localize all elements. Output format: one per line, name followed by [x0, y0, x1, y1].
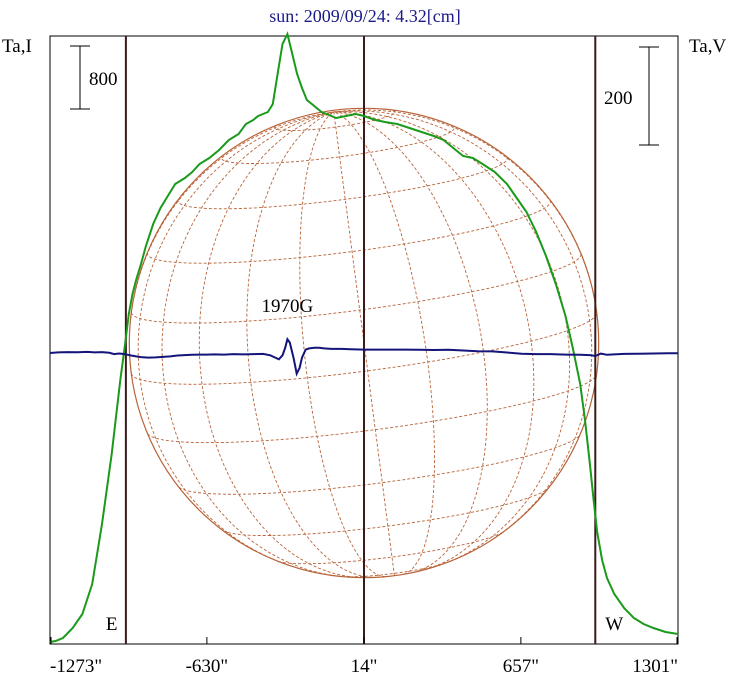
- left-axis-label: Ta,I: [2, 36, 32, 57]
- limb-label-east: E: [106, 614, 118, 635]
- series-line-polarization: [49, 336, 678, 377]
- x-tick-label: -1273": [50, 656, 102, 677]
- left-scale-bar: [70, 45, 90, 110]
- right-scale-bar-value: 200: [604, 88, 633, 109]
- source-annotation: 1970G: [262, 296, 314, 317]
- x-tick-label: 657": [503, 656, 539, 677]
- series-line-intensity: [49, 31, 679, 643]
- limb-label-west: W: [605, 614, 623, 635]
- x-axis-ticks: -1273" -630" 14" 657" 1301": [50, 637, 678, 677]
- right-scale-bar: [639, 46, 659, 146]
- right-axis-label: Ta,V: [689, 36, 726, 57]
- left-scale-bar-value: 800: [89, 69, 118, 90]
- x-tick-label: 1301": [632, 656, 678, 677]
- x-tick-label: 14": [351, 656, 378, 677]
- chart-title: sun: 2009/09/24: 4.32[cm]: [269, 6, 461, 26]
- x-tick-label: -630": [186, 656, 229, 677]
